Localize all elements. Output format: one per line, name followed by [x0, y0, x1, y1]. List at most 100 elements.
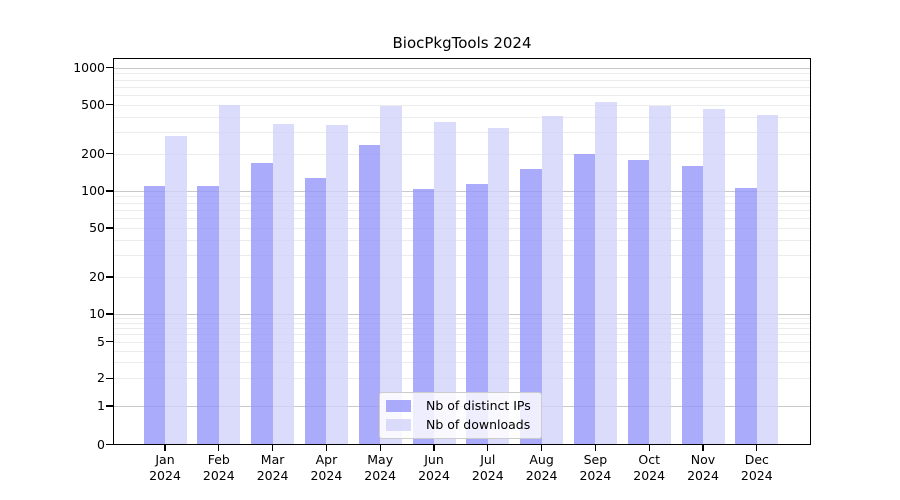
x-tick-label-jul: Jul 2024 — [471, 452, 504, 483]
gridlines-layer — [113, 58, 811, 445]
gridline-minor — [113, 104, 811, 106]
bar-nb-of-distinct-ips-dec — [735, 188, 757, 445]
gridline-minor — [113, 378, 811, 380]
bar-nb-of-downloads-oct — [649, 105, 671, 445]
bar-nb-of-downloads-sep — [595, 101, 617, 445]
y-tick-mark — [106, 405, 113, 407]
y-tick-mark — [106, 67, 113, 69]
bar-nb-of-distinct-ips-nov — [681, 165, 703, 445]
x-tick-label-apr: Apr 2024 — [310, 452, 343, 483]
x-tick-label-mar: Mar 2024 — [256, 452, 289, 483]
gridline-minor — [113, 350, 811, 352]
gridline-minor — [113, 328, 811, 330]
gridline-minor — [113, 132, 811, 134]
x-tick-mark — [271, 444, 274, 451]
bar-nb-of-distinct-ips-oct — [627, 160, 650, 445]
y-tick-mark — [106, 276, 113, 278]
y-tick-label: 500 — [81, 96, 105, 112]
bar-nb-of-downloads-aug — [541, 116, 564, 445]
bar-nb-of-distinct-ips-sep — [573, 154, 596, 445]
bars-layer — [113, 58, 811, 445]
gridline-minor — [113, 202, 811, 204]
gridline-minor — [113, 239, 811, 241]
x-tick-mark — [379, 444, 381, 451]
plot-area — [113, 58, 811, 445]
legend-item: Nb of downloads — [386, 417, 531, 432]
legend-label-downloads: Nb of downloads — [426, 417, 531, 432]
y-tick-label: 50 — [89, 219, 105, 235]
gridline-minor — [113, 116, 811, 118]
bar-nb-of-downloads-feb — [218, 104, 241, 445]
bar-nb-of-downloads-mar — [272, 124, 295, 445]
x-tick-label-jan: Jan 2024 — [149, 452, 181, 483]
gridline-minor — [113, 79, 811, 81]
bar-nb-of-distinct-ips-may — [358, 144, 381, 445]
gridline-minor — [113, 95, 811, 97]
bar-nb-of-distinct-ips-jan — [143, 186, 165, 445]
gridline-minor — [113, 322, 811, 324]
gridline-major — [113, 67, 811, 69]
x-tick-label-jun: Jun 2024 — [418, 452, 450, 483]
y-tick-label: 1000 — [73, 59, 105, 75]
x-tick-label-oct: Oct 2024 — [633, 452, 666, 483]
x-tick-mark — [325, 444, 328, 451]
bar-nb-of-distinct-ips-feb — [197, 186, 219, 445]
bar-nb-of-distinct-ips-mar — [251, 163, 273, 445]
legend-swatch-distinct-ips — [386, 399, 411, 412]
gridline-minor — [113, 341, 811, 343]
y-tick-mark — [106, 377, 113, 379]
legend-item: Nb of distinct IPs — [386, 398, 531, 413]
gridline-major — [113, 190, 811, 192]
bar-nb-of-downloads-may — [380, 106, 402, 445]
x-tick-label-sep: Sep 2024 — [579, 452, 612, 483]
bar-nb-of-distinct-ips-jun — [412, 189, 434, 445]
gridline-minor — [113, 218, 811, 220]
chart-title: BiocPkgTools 2024 — [392, 34, 532, 52]
x-tick-mark — [702, 444, 704, 451]
bar-nb-of-downloads-jul — [487, 128, 510, 445]
gridline-minor — [113, 196, 811, 198]
gridline-minor — [113, 334, 811, 336]
y-tick-mark — [106, 340, 113, 343]
y-tick-mark — [106, 443, 113, 446]
x-tick-mark — [433, 444, 435, 451]
legend: Nb of distinct IPs Nb of downloads — [379, 392, 542, 439]
y-tick-mark — [106, 227, 113, 229]
x-tick-mark — [594, 444, 597, 451]
y-tick-label: 20 — [89, 268, 105, 284]
legend-swatch-downloads — [386, 418, 411, 431]
x-tick-mark — [487, 444, 489, 451]
x-tick-mark — [648, 444, 650, 451]
bar-nb-of-downloads-jan — [165, 136, 187, 445]
y-tick-mark — [106, 313, 113, 315]
bar-nb-of-downloads-dec — [756, 115, 779, 445]
y-tick-mark — [106, 104, 113, 106]
x-tick-label-dec: Dec 2024 — [740, 452, 773, 483]
x-tick-mark — [218, 444, 220, 451]
gridline-minor — [113, 276, 811, 278]
y-tick-label: 100 — [81, 182, 105, 198]
y-tick-label: 2 — [97, 370, 105, 386]
x-tick-label-may: May 2024 — [364, 452, 397, 483]
bar-nb-of-downloads-jun — [434, 121, 456, 445]
y-tick-label: 1 — [97, 398, 105, 413]
gridline-major — [113, 314, 811, 315]
x-tick-label-feb: Feb 2024 — [202, 452, 235, 483]
gridline-minor — [113, 86, 811, 88]
y-tick-mark — [106, 190, 113, 192]
y-tick-label: 10 — [89, 306, 105, 321]
legend-label-distinct-ips: Nb of distinct IPs — [426, 398, 531, 413]
gridline-minor — [113, 73, 811, 75]
gridline-minor — [113, 153, 811, 155]
x-tick-label-aug: Aug 2024 — [525, 452, 558, 483]
gridline-minor — [113, 255, 811, 257]
gridline-minor — [113, 318, 811, 320]
x-tick-label-nov: Nov 2024 — [687, 452, 719, 483]
y-tick-label: 200 — [81, 145, 105, 161]
gridline-minor — [113, 209, 811, 211]
bar-nb-of-distinct-ips-jul — [466, 184, 488, 445]
x-tick-mark — [164, 444, 166, 451]
bar-nb-of-distinct-ips-apr — [304, 178, 327, 445]
gridline-minor — [113, 227, 811, 229]
